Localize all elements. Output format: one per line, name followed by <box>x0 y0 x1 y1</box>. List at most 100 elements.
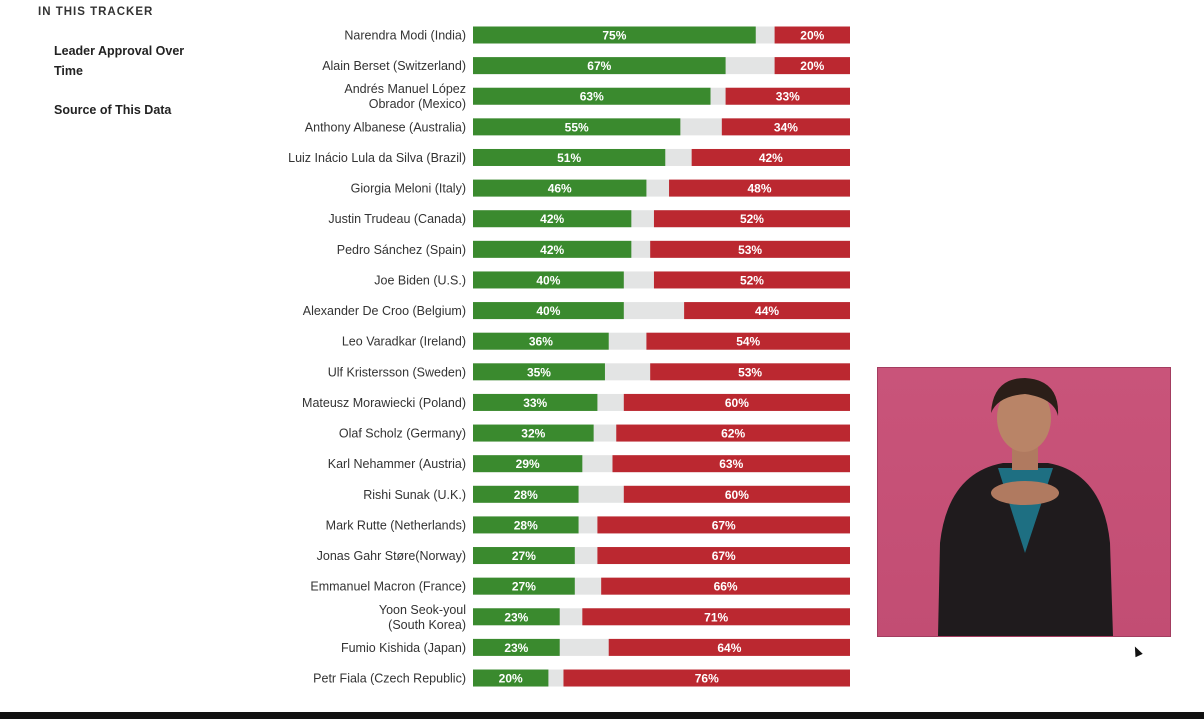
sign-language-video[interactable] <box>877 367 1171 637</box>
category-label: Yoon Seok-youl <box>379 603 466 617</box>
disapprove-bar <box>563 669 850 687</box>
disapprove-value-label: 20% <box>800 29 824 43</box>
approve-value-label: 35% <box>527 365 551 379</box>
disapprove-bar <box>623 485 850 503</box>
approve-value-label: 67% <box>587 59 611 73</box>
approve-value-label: 46% <box>548 182 572 196</box>
category-label: Andrés Manuel López <box>344 82 466 96</box>
category-label: Giorgia Meloni (Italy) <box>351 182 466 196</box>
approve-value-label: 23% <box>504 610 528 624</box>
disapprove-bar <box>774 26 850 44</box>
disapprove-value-label: 64% <box>717 641 741 655</box>
approve-bar <box>473 332 609 350</box>
disapprove-value-label: 63% <box>719 457 743 471</box>
nav-source-of-this-data[interactable]: Source of This Data <box>54 103 172 117</box>
approve-bar <box>473 669 549 687</box>
category-label: Mateusz Morawiecki (Poland) <box>302 396 466 410</box>
approve-bar <box>473 179 647 197</box>
approve-bar <box>473 118 681 136</box>
category-label: Obrador (Mexico) <box>369 97 466 111</box>
approve-value-label: 63% <box>580 90 604 104</box>
approve-bar <box>473 455 583 473</box>
disapprove-bar <box>669 179 850 197</box>
category-label: Olaf Scholz (Germany) <box>339 427 466 441</box>
disapprove-bar <box>653 271 850 289</box>
approve-bar <box>473 516 579 534</box>
disapprove-bar <box>597 516 850 534</box>
category-label: Luiz Inácio Lula da Silva (Brazil) <box>288 151 466 165</box>
approve-bar <box>473 87 711 105</box>
disapprove-bar <box>774 57 850 75</box>
disapprove-bar <box>608 638 850 656</box>
nav-leader-approval-over-time[interactable]: Leader Approval Over Time <box>54 44 185 78</box>
disapprove-bar <box>691 148 850 166</box>
disapprove-value-label: 52% <box>740 273 764 287</box>
disapprove-bar <box>721 118 850 136</box>
mouse-cursor <box>1131 644 1143 658</box>
approve-value-label: 29% <box>516 457 540 471</box>
disapprove-bar <box>650 240 850 258</box>
tracker-heading: IN THIS TRACKER <box>38 6 154 18</box>
disapprove-value-label: 76% <box>695 672 719 686</box>
approve-value-label: 28% <box>514 488 538 502</box>
approve-value-label: 32% <box>521 427 545 441</box>
disapprove-bar <box>646 332 850 350</box>
disapprove-value-label: 42% <box>759 151 783 165</box>
approve-value-label: 40% <box>536 304 560 318</box>
approve-value-label: 36% <box>529 335 553 349</box>
category-label: Alexander De Croo (Belgium) <box>303 304 466 318</box>
approve-value-label: 23% <box>504 641 528 655</box>
category-label: Jonas Gahr Støre(Norway) <box>317 549 466 563</box>
approve-bar <box>473 210 632 228</box>
category-label: (South Korea) <box>388 618 466 632</box>
disapprove-bar <box>684 302 850 320</box>
category-label: Anthony Albanese (Australia) <box>305 120 466 134</box>
category-label: Ulf Kristersson (Sweden) <box>328 365 466 379</box>
approve-bar <box>473 547 575 565</box>
disapprove-value-label: 44% <box>755 304 779 318</box>
disapprove-value-label: 60% <box>725 488 749 502</box>
approve-value-label: 27% <box>512 580 536 594</box>
disapprove-bar <box>601 577 850 595</box>
sign-language-interpreter-image <box>938 378 1113 636</box>
approve-bar <box>473 424 594 442</box>
disapprove-bar <box>616 424 850 442</box>
disapprove-bar <box>623 393 850 411</box>
disapprove-value-label: 67% <box>712 549 736 563</box>
approve-value-label: 28% <box>514 518 538 532</box>
category-label: Pedro Sánchez (Spain) <box>337 243 466 257</box>
disapprove-value-label: 71% <box>704 610 728 624</box>
disapprove-value-label: 53% <box>738 365 762 379</box>
approve-value-label: 55% <box>565 120 589 134</box>
approve-bar <box>473 485 579 503</box>
approve-bar <box>473 363 605 381</box>
disapprove-value-label: 33% <box>776 90 800 104</box>
approve-value-label: 20% <box>499 672 523 686</box>
category-label: Mark Rutte (Netherlands) <box>326 518 466 532</box>
bottom-bar <box>0 712 1204 719</box>
disapprove-value-label: 20% <box>800 59 824 73</box>
approve-value-label: 42% <box>540 212 564 226</box>
approve-value-label: 51% <box>557 151 581 165</box>
approve-value-label: 40% <box>536 273 560 287</box>
approval-bar-chart: Narendra Modi (India) 75% 20% Alain Berset … <box>288 26 850 687</box>
disapprove-bar <box>653 210 850 228</box>
disapprove-value-label: 34% <box>774 120 798 134</box>
disapprove-bar <box>725 87 850 105</box>
disapprove-bar <box>650 363 850 381</box>
category-label: Petr Fiala (Czech Republic) <box>313 672 466 686</box>
disapprove-value-label: 66% <box>714 580 738 594</box>
disapprove-value-label: 62% <box>721 427 745 441</box>
approve-bar <box>473 577 575 595</box>
category-label: Alain Berset (Switzerland) <box>322 59 466 73</box>
approve-value-label: 42% <box>540 243 564 257</box>
disapprove-bar <box>612 455 850 473</box>
category-label: Leo Varadkar (Ireland) <box>342 335 466 349</box>
approve-bar <box>473 638 560 656</box>
category-label: Narendra Modi (India) <box>344 29 466 43</box>
category-label: Joe Biden (U.S.) <box>374 273 466 287</box>
disapprove-value-label: 54% <box>736 335 760 349</box>
approve-value-label: 33% <box>523 396 547 410</box>
approve-bar <box>473 302 624 320</box>
approve-value-label: 27% <box>512 549 536 563</box>
